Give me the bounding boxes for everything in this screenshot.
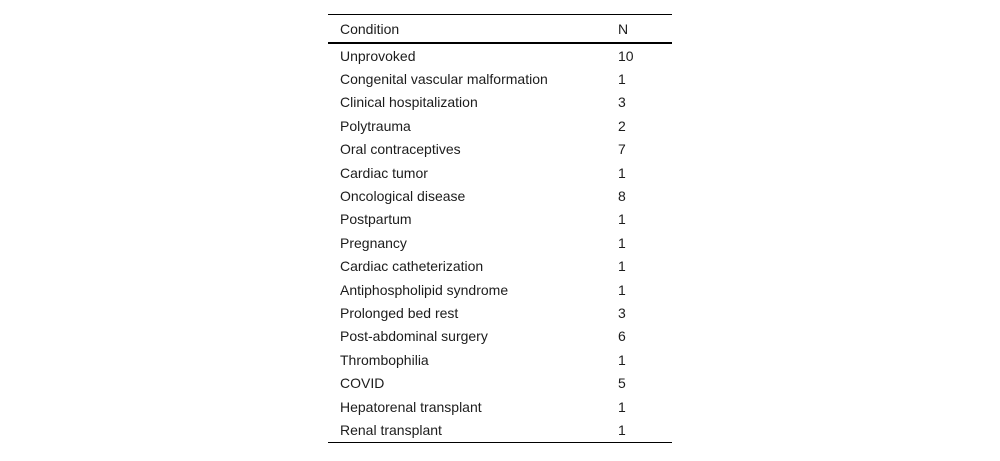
condition-cell: COVID	[340, 375, 385, 392]
table-header: Condition N	[328, 14, 672, 44]
table-row: Renal transplant 1	[328, 418, 672, 443]
table-row: Unprovoked 10	[328, 43, 672, 67]
condition-cell: Congenital vascular malformation	[340, 71, 548, 88]
conditions-table-container: Condition N Unprovoked 10 Congenital vascu…	[328, 14, 672, 443]
condition-cell: Renal transplant	[328, 418, 618, 443]
condition-cell: Oncological disease	[340, 188, 466, 205]
n-cell: 1	[618, 211, 626, 228]
header-cell-condition: Condition	[328, 14, 618, 44]
table-row: Postpartum 1	[328, 208, 672, 231]
condition-cell: Pregnancy	[340, 234, 407, 251]
table-row: Oral contraceptives 7	[328, 138, 672, 161]
table-row: Cardiac tumor 1	[328, 161, 672, 184]
condition-cell: Clinical hospitalization	[340, 94, 478, 111]
n-cell: 8	[618, 188, 626, 205]
header-row: Condition N	[328, 14, 672, 44]
n-cell: 2	[618, 117, 626, 134]
condition-cell: Antiphospholipid syndrome	[340, 281, 509, 298]
n-cell: 1	[618, 281, 626, 298]
n-cell: 1	[618, 258, 626, 275]
condition-cell: Cardiac tumor	[340, 164, 428, 181]
condition-cell: Postpartum	[340, 211, 412, 228]
condition-cell: Post-abdominal surgery	[340, 328, 488, 345]
table-row: Cardiac catheterization 1	[328, 255, 672, 278]
n-cell: 3	[618, 304, 626, 321]
table-row: Post-abdominal surgery 6	[328, 325, 672, 348]
n-cell: 1	[618, 234, 626, 251]
condition-cell: Thrombophilia	[340, 351, 429, 368]
table-row: Oncological disease 8	[328, 184, 672, 207]
condition-cell: Cardiac catheterization	[340, 258, 484, 275]
n-cell: 6	[618, 328, 626, 345]
condition-cell: Polytrauma	[340, 117, 411, 134]
table-row: Congenital vascular malformation 1	[328, 67, 672, 90]
n-cell: 1	[618, 351, 626, 368]
table-row: Clinical hospitalization 3	[328, 91, 672, 114]
table-row: Antiphospholipid syndrome 1	[328, 278, 672, 301]
conditions-table: Condition N Unprovoked 10 Congenital vascu…	[328, 14, 672, 443]
n-cell: 7	[618, 141, 626, 158]
condition-cell: Oral contraceptives	[340, 141, 461, 158]
n-cell: 5	[618, 375, 626, 392]
table-row: COVID 5	[328, 371, 672, 394]
n-cell: 1	[618, 164, 626, 181]
table-row: Thrombophilia 1	[328, 348, 672, 371]
header-cell-n: N	[618, 14, 672, 44]
table-row: Pregnancy 1	[328, 231, 672, 254]
condition-cell: Prolonged bed rest	[340, 304, 459, 321]
n-cell: 1	[618, 71, 626, 88]
table-row: Polytrauma 2	[328, 114, 672, 137]
table-row: Hepatorenal transplant 1	[328, 395, 672, 418]
n-cell: 10	[618, 47, 634, 64]
n-cell: 1	[618, 398, 626, 415]
condition-cell: Hepatorenal transplant	[340, 398, 482, 415]
n-cell: 3	[618, 94, 626, 111]
table-row: Prolonged bed rest 3	[328, 301, 672, 324]
table-body: Unprovoked 10 Congenital vascular malforma…	[328, 43, 672, 443]
condition-cell: Unprovoked	[340, 47, 416, 64]
n-cell: 1	[618, 418, 672, 443]
